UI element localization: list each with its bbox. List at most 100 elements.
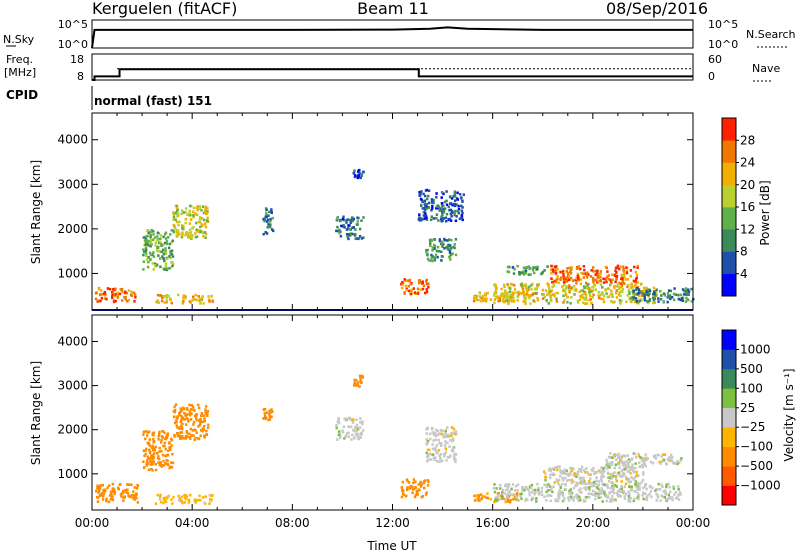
velocity-cell [191, 405, 195, 409]
velocity-cell [559, 475, 562, 478]
power-cell [206, 219, 209, 223]
velocity-cell [575, 481, 578, 485]
velocity-cell [662, 490, 665, 493]
power-region-1 [142, 228, 175, 272]
power-cell [156, 246, 159, 250]
power-cell [493, 291, 496, 295]
power-cell [266, 218, 270, 222]
velocity-cell [146, 431, 149, 434]
power-cell [685, 296, 688, 300]
velocity-cell [544, 483, 548, 487]
power-cell [634, 288, 637, 292]
power-cell [501, 298, 505, 301]
power-cell [527, 273, 530, 276]
velocity-cell [661, 485, 664, 488]
power-cell [478, 295, 481, 298]
velocity-cell [438, 432, 441, 435]
power-colorbar-tick-label-6: 28 [740, 133, 755, 147]
power-cell [643, 291, 646, 294]
velocity-cell [561, 470, 564, 473]
velocity-cell [601, 469, 604, 473]
power-cell [684, 287, 688, 290]
velocity-cell [500, 494, 504, 498]
velocity-cell [664, 498, 668, 501]
velocity-cell [615, 479, 618, 483]
velocity-cell [554, 499, 557, 503]
velocity-cell [584, 470, 587, 474]
velocity-cell [161, 436, 164, 439]
power-cell [353, 175, 357, 179]
velocity-cell [352, 428, 355, 432]
velocity-cell [111, 490, 114, 493]
velocity-cell [122, 489, 125, 493]
power-cell [553, 294, 556, 298]
power-region-0 [94, 287, 137, 304]
velocity-cell [475, 494, 478, 498]
velocity-cell [183, 496, 187, 499]
velocity-cell [111, 487, 114, 491]
velocity-cell [600, 466, 603, 469]
velocity-cell [438, 441, 441, 445]
power-cell [445, 245, 448, 249]
power-cell [425, 197, 429, 201]
velocity-cell [560, 490, 563, 493]
velocity-cell [360, 431, 363, 435]
velocity-cell [444, 432, 447, 436]
power-cell [441, 245, 444, 248]
power-cell [425, 216, 428, 219]
power-cell [169, 250, 172, 253]
power-cell [562, 275, 565, 279]
velocity-cell [680, 457, 683, 460]
velocity-cell [400, 485, 403, 489]
power-region-11 [506, 264, 549, 276]
velocity-cell [154, 502, 158, 505]
velocity-cell [615, 485, 619, 488]
velocity-cell [595, 476, 598, 479]
power-cell [344, 219, 348, 222]
velocity-cell [152, 460, 156, 464]
velocity-cell [619, 456, 622, 460]
power-cell [568, 290, 571, 294]
power-cell [533, 271, 536, 275]
velocity-cell [418, 488, 421, 492]
velocity-cell [446, 426, 449, 429]
freq-label-line1: Freq. [6, 53, 33, 66]
power-cell [600, 291, 604, 294]
power-cell [345, 228, 349, 231]
power-cell [440, 191, 444, 194]
velocity-cell [635, 456, 638, 459]
power-cell [596, 271, 599, 274]
velocity-cell [625, 477, 628, 480]
power-cell [606, 275, 609, 279]
power-cell [189, 204, 192, 208]
velocity-colorbar-frame [721, 329, 737, 506]
power-cell [165, 294, 168, 297]
power-cell [553, 279, 556, 283]
power-cell [498, 299, 502, 303]
power-cell [170, 301, 173, 305]
power-cell [201, 295, 204, 298]
power-cell [175, 209, 179, 213]
velocity-colorbar-tick-label-4: −25 [740, 420, 765, 434]
velocity-cell [442, 435, 446, 438]
power-cell [435, 207, 438, 210]
power-cell [564, 292, 568, 295]
velocity-cell [442, 452, 446, 456]
velocity-cell [610, 463, 614, 467]
velocity-cell [579, 468, 583, 471]
velocity-cell [106, 486, 109, 489]
velocity-cell [631, 467, 634, 471]
power-cell [619, 265, 622, 268]
power-cell [634, 270, 638, 274]
power-cell [427, 189, 431, 192]
power-cell [638, 299, 642, 303]
velocity-cell [558, 478, 561, 482]
velocity-cell [500, 493, 504, 496]
velocity-cell [133, 498, 136, 501]
power-cell [159, 237, 162, 241]
power-cell [151, 262, 154, 265]
velocity-cell [157, 434, 160, 438]
power-cell [620, 286, 624, 289]
velocity-cell [355, 426, 358, 430]
velocity-cell [160, 449, 163, 453]
